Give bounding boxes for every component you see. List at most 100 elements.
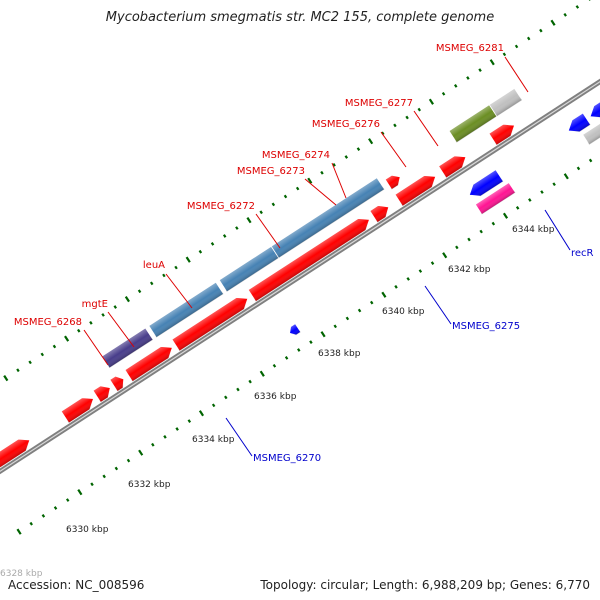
cds-forward[interactable] — [247, 214, 373, 303]
gene-box-MSMEG_6277[interactable] — [488, 87, 523, 117]
genome-title: Mycobacterium smegmatis str. MC2 155, co… — [105, 10, 495, 25]
inner-tick — [588, 158, 593, 163]
outer-tick — [441, 91, 446, 96]
gene-label-MSMEG_6276[interactable]: MSMEG_6276 — [312, 119, 380, 130]
gene-label-mgtE[interactable]: mgtE — [82, 299, 108, 310]
gene-label-MSMEG_6281[interactable]: MSMEG_6281 — [436, 43, 504, 54]
outer-tick — [40, 352, 45, 357]
outer-tick — [563, 12, 567, 17]
outer-tick — [101, 313, 105, 317]
inner-tick — [394, 284, 398, 289]
inner-tick — [248, 379, 252, 384]
cds-forward[interactable] — [369, 201, 393, 224]
outer-tick — [295, 186, 300, 191]
leader-line — [424, 285, 452, 325]
outer-tick — [489, 59, 495, 66]
inner-tick — [515, 206, 520, 210]
cds-forward[interactable] — [171, 293, 252, 352]
outer-tick — [332, 163, 336, 167]
cds-forward[interactable] — [438, 151, 470, 179]
topology-summary: Topology: circular; Length: 6,988,209 bp… — [260, 578, 590, 592]
gene-label-leuA[interactable]: leuA — [143, 260, 165, 271]
inner-tick — [90, 482, 94, 487]
outer-tick — [356, 147, 361, 151]
gene-label-MSMEG_6274[interactable]: MSMEG_6274 — [262, 150, 330, 161]
gene-label-MSMEG_6272[interactable]: MSMEG_6272 — [187, 201, 255, 212]
leader-line — [304, 178, 337, 206]
outer-tick — [466, 76, 470, 80]
leader-line — [544, 209, 571, 251]
outer-tick — [428, 98, 434, 105]
outer-tick — [113, 305, 117, 309]
inner-tick — [114, 466, 119, 471]
inner-tick — [65, 498, 70, 502]
cds-reverse[interactable] — [586, 99, 600, 123]
outer-tick — [514, 44, 519, 49]
leader-line — [165, 273, 193, 309]
inner-tick — [53, 506, 58, 510]
inner-tick — [369, 300, 374, 305]
gene-box-MSMEG_6275[interactable] — [474, 182, 516, 215]
tick-label: 6334 kbp — [192, 435, 235, 445]
cds-forward[interactable] — [109, 373, 128, 392]
cds-forward[interactable] — [60, 393, 97, 424]
outer-tick — [320, 170, 324, 175]
outer-tick — [550, 19, 556, 26]
outer-tick — [478, 68, 482, 72]
gene-box-MSMEG_6276[interactable] — [448, 104, 498, 144]
outer-tick — [222, 234, 227, 238]
leader-line — [380, 131, 407, 168]
gene-label-recR[interactable]: recR — [571, 248, 594, 259]
inner-tick — [284, 356, 289, 360]
cds-forward[interactable] — [488, 119, 518, 146]
cds-forward[interactable] — [0, 434, 34, 469]
outer-tick — [259, 210, 263, 215]
outer-tick — [502, 52, 507, 57]
inner-tick — [528, 198, 532, 202]
inner-tick — [479, 229, 483, 234]
gene-box-gray[interactable] — [582, 121, 600, 146]
outer-tick — [124, 296, 130, 303]
outer-tick — [417, 107, 422, 112]
gene-label-MSMEG_6273[interactable]: MSMEG_6273 — [237, 166, 305, 177]
gene-label-MSMEG_6275[interactable]: MSMEG_6275 — [452, 321, 520, 332]
cds-forward[interactable] — [394, 171, 440, 207]
gene-label-MSMEG_6270[interactable]: MSMEG_6270 — [253, 453, 321, 464]
cds-forward[interactable] — [124, 342, 176, 383]
outer-tick — [454, 84, 458, 88]
genome-backbone — [0, 0, 600, 505]
cds-forward-small[interactable] — [384, 172, 403, 191]
gene-box-leuA[interactable] — [148, 281, 225, 339]
outer-tick — [587, 0, 592, 1]
gene-label-MSMEG_6277[interactable]: MSMEG_6277 — [345, 98, 413, 109]
outer-tick — [174, 265, 178, 270]
inner-tick — [540, 190, 544, 194]
outer-tick — [137, 289, 142, 294]
inner-tick — [16, 528, 22, 535]
inner-tick — [455, 245, 459, 250]
inner-tick — [357, 308, 362, 313]
outer-tick — [405, 115, 409, 120]
tick-label: 6336 kbp — [254, 392, 297, 402]
accession-text: Accession: NC_008596 — [8, 578, 145, 592]
inner-tick — [138, 449, 144, 456]
outer-tick — [162, 273, 166, 278]
outer-tick — [381, 131, 385, 136]
gene-MSMEG_6270[interactable] — [287, 323, 302, 338]
outer-tick — [64, 335, 70, 342]
inner-tick — [102, 474, 106, 479]
inner-tick — [502, 212, 509, 219]
gene-MSMEG_6275[interactable] — [466, 169, 504, 201]
cds-forward[interactable] — [92, 382, 114, 403]
leader-line — [413, 110, 439, 147]
gene-label-MSMEG_6268[interactable]: MSMEG_6268 — [14, 317, 82, 328]
outer-tick — [198, 249, 203, 254]
outer-tick — [28, 360, 32, 365]
inner-tick — [333, 324, 337, 329]
gene-box-MSMEG_6272[interactable] — [270, 177, 386, 259]
leader-line — [83, 329, 109, 366]
cds-reverse[interactable] — [564, 112, 592, 137]
tick-label: 6328 kbp — [0, 569, 43, 579]
inner-tick — [552, 182, 556, 187]
inner-tick — [442, 252, 448, 259]
